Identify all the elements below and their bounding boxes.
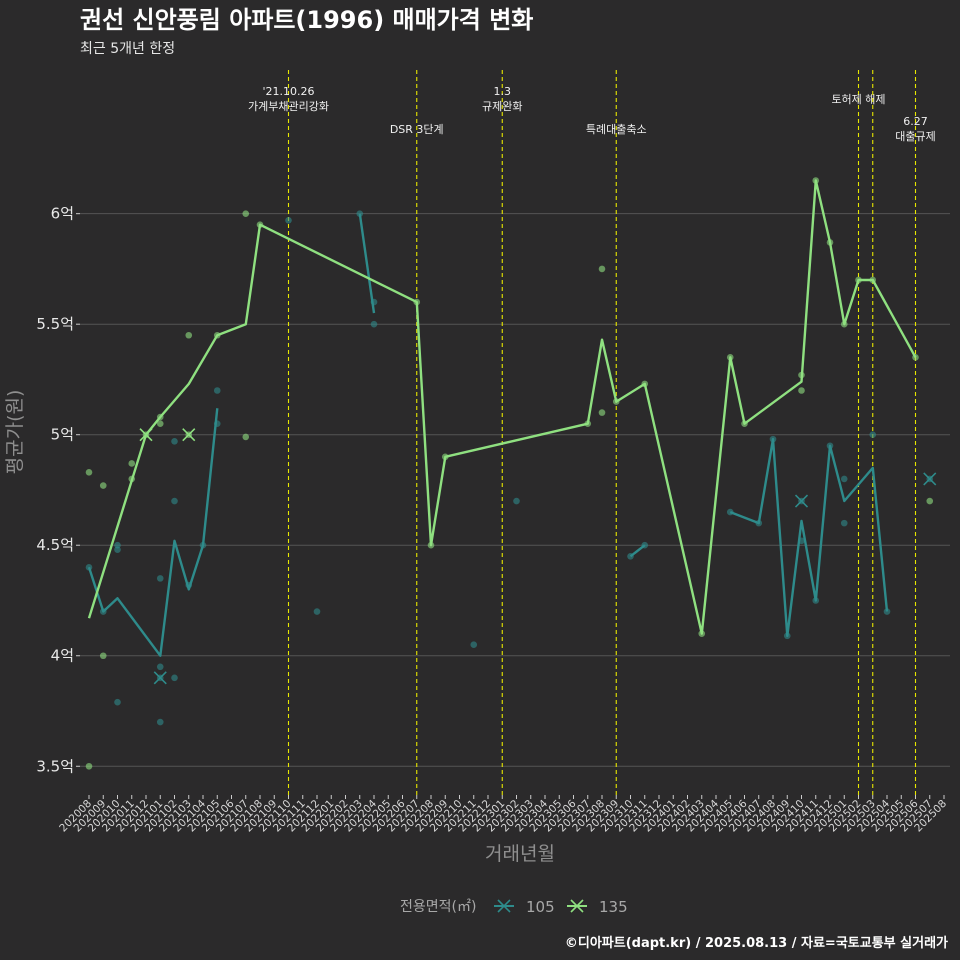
annotation-label: '21.10.26 bbox=[262, 85, 314, 98]
data-point bbox=[85, 762, 93, 770]
data-point bbox=[285, 217, 292, 224]
data-point bbox=[840, 519, 848, 527]
chart-title: 권선 신안풍림 아파트(1996) 매매가격 변화 bbox=[80, 6, 533, 34]
y-tick-label: 3.5억 bbox=[36, 757, 74, 775]
data-point bbox=[926, 497, 934, 505]
data-point bbox=[85, 468, 93, 476]
data-point bbox=[242, 433, 250, 441]
series-line bbox=[629, 544, 646, 558]
legend-swatch-cross bbox=[497, 899, 511, 913]
data-point bbox=[370, 320, 378, 328]
chart-caption: ©디아파트(dapt.kr) / 2025.08.13 / 자료=국토교통부 실… bbox=[565, 935, 948, 951]
annotation-label: 6.27 bbox=[903, 115, 928, 128]
series-135 bbox=[85, 177, 934, 770]
data-point bbox=[242, 210, 250, 217]
legend-swatch-cross bbox=[570, 899, 584, 913]
data-point bbox=[356, 210, 364, 217]
legend-label: 105 bbox=[526, 898, 555, 916]
y-axis: 3.5억 4억 4.5억 5억 5.5억 6억 bbox=[36, 205, 80, 775]
annotation-label: 규제완화 bbox=[482, 100, 522, 113]
annotation-label: 1.3 bbox=[494, 85, 512, 98]
y-tick-label: 4억 bbox=[51, 647, 74, 665]
data-point bbox=[840, 475, 848, 483]
grid-lines bbox=[80, 213, 950, 767]
data-point bbox=[171, 674, 178, 682]
legend: 전용면적(㎡) 105 135 bbox=[400, 898, 628, 916]
data-point bbox=[798, 387, 805, 394]
data-point bbox=[470, 641, 478, 648]
data-point bbox=[156, 420, 164, 427]
data-point bbox=[313, 608, 321, 615]
series-line bbox=[729, 437, 889, 638]
data-point bbox=[156, 718, 164, 726]
data-point bbox=[598, 265, 606, 273]
legend-label: 135 bbox=[599, 898, 628, 916]
data-point bbox=[171, 497, 178, 505]
data-point bbox=[171, 438, 178, 445]
data-point bbox=[869, 431, 877, 439]
data-point bbox=[128, 460, 136, 467]
y-tick-label: 5억 bbox=[51, 426, 74, 444]
y-axis-title: 평균가(원) bbox=[4, 390, 26, 475]
y-tick-label: 4.5억 bbox=[36, 536, 74, 554]
data-point bbox=[156, 663, 164, 671]
series-group bbox=[85, 177, 937, 770]
data-point bbox=[213, 387, 221, 394]
legend-title: 전용면적(㎡) bbox=[400, 899, 476, 915]
data-point bbox=[883, 608, 891, 615]
data-point bbox=[114, 546, 121, 553]
cross-marker bbox=[153, 671, 167, 685]
data-point bbox=[185, 331, 193, 339]
cross-marker bbox=[923, 472, 937, 486]
cross-marker bbox=[182, 428, 196, 442]
annotation-label: 대출규제 bbox=[895, 130, 935, 143]
cross-marker bbox=[139, 428, 153, 442]
annotation-label: 가계부채관리강화 bbox=[248, 100, 329, 113]
annotation-label: 특례대출축소 bbox=[586, 123, 647, 136]
annotation-label: 토허제 해제 bbox=[831, 92, 885, 106]
chart-subtitle: 최근 5개년 한정 bbox=[80, 41, 175, 57]
data-point bbox=[114, 698, 121, 706]
data-point bbox=[513, 497, 520, 505]
y-tick-label: 6억 bbox=[51, 205, 74, 223]
series-line bbox=[87, 408, 219, 657]
series-line bbox=[358, 213, 376, 314]
series-105 bbox=[85, 210, 934, 726]
data-point bbox=[99, 482, 107, 489]
annotation-label: DSR 3단계 bbox=[390, 123, 444, 136]
y-tick-label: 5.5억 bbox=[36, 315, 74, 333]
series-line bbox=[87, 179, 917, 635]
data-point bbox=[598, 409, 606, 416]
cross-marker bbox=[794, 494, 809, 508]
x-axis-title: 거래년월 bbox=[485, 843, 555, 865]
data-point bbox=[99, 652, 107, 660]
data-point bbox=[156, 575, 164, 582]
